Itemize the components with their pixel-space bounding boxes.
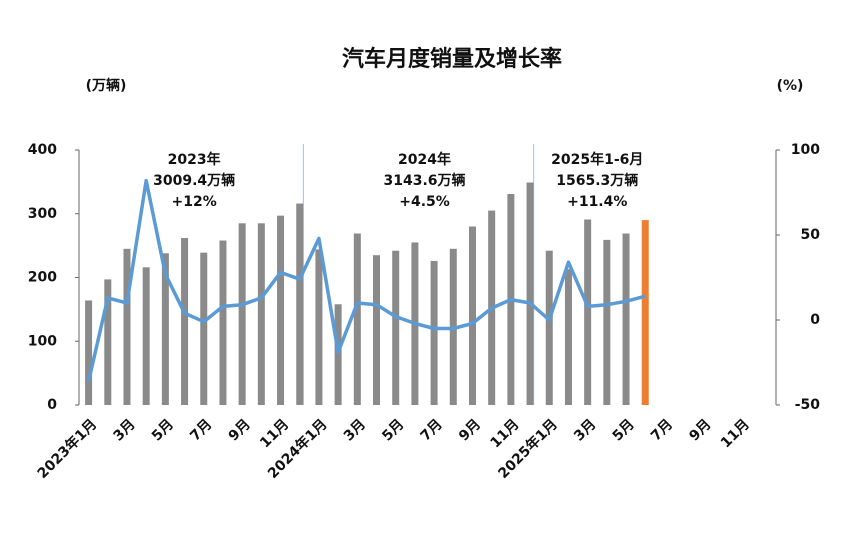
- chart-title: 汽车月度销量及增长率: [342, 46, 562, 72]
- x-tick-label: 7月: [187, 416, 215, 444]
- x-tick-label: 3月: [111, 416, 139, 444]
- bar: [296, 203, 304, 405]
- bar: [468, 226, 476, 405]
- y2-tick-label: 50: [801, 227, 821, 243]
- bar: [584, 219, 592, 405]
- bar: [334, 304, 342, 405]
- y-tick-label: 400: [28, 142, 57, 158]
- y2-axis-label: (%): [777, 78, 804, 94]
- x-tick-label: 9月: [456, 416, 484, 444]
- bar: [161, 253, 169, 405]
- annotation: 1565.3万辆: [556, 172, 638, 189]
- x-tick-label: 7月: [648, 416, 676, 444]
- bar: [392, 250, 400, 405]
- bar: [219, 240, 227, 405]
- x-tick-label: 5月: [149, 416, 177, 444]
- bar: [603, 239, 611, 405]
- x-tick-label: 11月: [718, 416, 753, 451]
- line: [86, 178, 646, 382]
- bar: [641, 220, 649, 405]
- bar: [238, 223, 246, 405]
- y2-tick-label: 100: [791, 142, 820, 158]
- bar: [353, 233, 361, 405]
- annotation: +4.5%: [399, 194, 450, 210]
- y-tick-label: 200: [28, 270, 57, 286]
- annotation: 3143.6万辆: [383, 172, 465, 189]
- y-tick-label: 100: [28, 333, 57, 349]
- bar: [277, 215, 285, 405]
- bar: [430, 260, 438, 405]
- x-tick-label: 9月: [686, 416, 714, 444]
- y-axis-label: (万辆): [86, 77, 127, 94]
- x-tick-label: 5月: [610, 416, 638, 444]
- bar: [545, 250, 553, 405]
- annotation: 3009.4万辆: [153, 172, 235, 189]
- y2-tick-label: 0: [810, 312, 820, 328]
- bar: [526, 182, 534, 405]
- x-tick-label: 2023年1月: [34, 416, 100, 482]
- x-tick-label: 11月: [488, 416, 523, 451]
- bar: [622, 233, 630, 405]
- bar: [564, 269, 572, 405]
- y-tick-label: 0: [47, 397, 57, 413]
- x-tick-label: 11月: [257, 416, 292, 451]
- bar: [315, 249, 323, 405]
- annotation: 2025年1-6月: [551, 151, 643, 168]
- bar: [85, 300, 93, 405]
- x-tick-label: 3月: [571, 416, 599, 444]
- bar: [373, 255, 381, 405]
- annotation: +11.4%: [567, 194, 627, 210]
- bar: [181, 237, 189, 405]
- y2-tick-label: -50: [795, 397, 821, 413]
- x-tick-label: 3月: [341, 416, 369, 444]
- bar: [257, 223, 265, 405]
- bar: [123, 248, 131, 405]
- x-tick-label: 9月: [226, 416, 254, 444]
- y-tick-label: 300: [28, 206, 57, 222]
- x-tick-label: 7月: [418, 416, 446, 444]
- bar: [200, 252, 208, 405]
- bar: [104, 279, 112, 405]
- bar: [142, 267, 150, 405]
- annotation: +12%: [172, 194, 217, 210]
- annotation: 2023年: [168, 151, 221, 168]
- annotation: 2024年: [398, 151, 451, 168]
- x-tick-label: 5月: [379, 416, 407, 444]
